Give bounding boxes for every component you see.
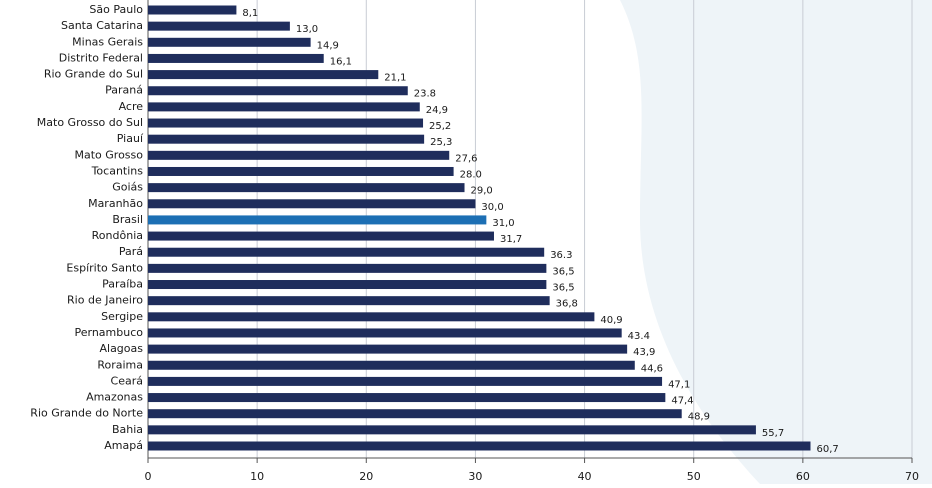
value-label: 47,4 [671,396,693,407]
value-label: 8,1 [242,8,258,19]
y-tick-label: Bahia [112,423,143,436]
value-label: 23.8 [414,89,436,100]
value-label: 43.4 [628,331,650,342]
value-label: 24,9 [426,105,448,116]
y-tick-label: Rio Grande do Sul [44,68,143,81]
bar [148,134,425,144]
bar [148,21,290,31]
y-tick-label: Rondônia [92,229,143,242]
value-label: 14,9 [317,40,339,51]
y-tick-label: Piauí [117,132,144,145]
value-label: 36,5 [552,283,574,294]
bar [148,312,595,322]
y-tick-label: Pará [119,245,143,258]
bar [148,166,454,176]
value-label: 25,3 [430,137,452,148]
value-label: 27,6 [455,153,477,164]
y-tick-label: Minas Gerais [72,35,143,48]
x-tick-label: 50 [687,470,701,483]
value-label: 25,2 [429,121,451,132]
bar [148,441,811,451]
bar [148,280,547,290]
y-tick-label: Paraíba [102,278,143,291]
value-label: 29,0 [471,186,493,197]
y-tick-label: Sergipe [101,310,143,323]
background-shape [620,0,932,484]
value-label: 36,8 [556,299,578,310]
value-label: 36.3 [550,250,572,261]
bar [148,263,547,273]
x-tick-label: 20 [359,470,373,483]
bar [148,199,476,209]
value-label: 36,5 [552,266,574,277]
y-tick-label: Roraima [97,358,143,371]
x-tick-label: 10 [250,470,264,483]
y-tick-label: Alagoas [99,342,143,355]
y-tick-label: Maranhão [88,197,143,210]
value-label: 55,7 [762,428,784,439]
y-tick-label: Santa Catarina [61,19,143,32]
y-tick-label: Brasil [112,213,143,226]
x-tick-label: 30 [468,470,482,483]
y-tick-label: Amapá [104,439,143,452]
value-label: 28.0 [460,169,482,180]
bar [148,150,450,160]
bar [148,425,756,435]
value-label: 21,1 [384,73,406,84]
bar [148,183,465,193]
value-label: 44,6 [641,363,663,374]
bar [148,409,682,419]
x-tick-label: 70 [905,470,919,483]
value-label: 16,1 [330,56,352,67]
value-label: 40,9 [600,315,622,326]
x-tick-label: 60 [796,470,810,483]
y-tick-label: São Paulo [89,3,143,16]
value-label: 31,0 [492,218,514,229]
y-tick-label: Ceará [111,374,143,387]
value-label: 31,7 [500,234,522,245]
bar [148,86,408,96]
bar [148,215,487,225]
y-tick-label: Goiás [112,181,143,194]
value-label: 47,1 [668,379,690,390]
bar [148,53,324,63]
bar [148,37,311,47]
y-tick-label: Mato Grosso [75,148,144,161]
bar [148,376,663,386]
bar [148,328,622,338]
y-tick-label: Mato Grosso do Sul [37,116,143,129]
bar [148,393,666,403]
bar [148,231,494,241]
y-tick-label: Rio de Janeiro [67,294,143,307]
bar [148,344,628,354]
x-tick-label: 40 [578,470,592,483]
y-tick-label: Rio Grande do Norte [30,407,143,420]
y-tick-label: Paraná [105,84,143,97]
y-tick-label: Acre [119,100,144,113]
y-tick-label: Espírito Santo [66,261,143,274]
bar [148,360,635,370]
value-label: 48,9 [688,412,710,423]
bar [148,247,545,257]
value-label: 60,7 [816,444,838,455]
y-tick-label: Amazonas [86,391,143,404]
bar [148,118,424,128]
x-tick-label: 0 [145,470,152,483]
value-label: 30,0 [481,202,503,213]
value-label: 43,9 [633,347,655,358]
y-tick-label: Tocantins [91,164,144,177]
bar [148,102,420,112]
y-tick-label: Distrito Federal [59,51,143,64]
y-tick-label: Pernambuco [75,326,144,339]
value-label: 13,0 [296,24,318,35]
bar [148,5,237,15]
bar [148,296,550,306]
bar [148,70,379,80]
